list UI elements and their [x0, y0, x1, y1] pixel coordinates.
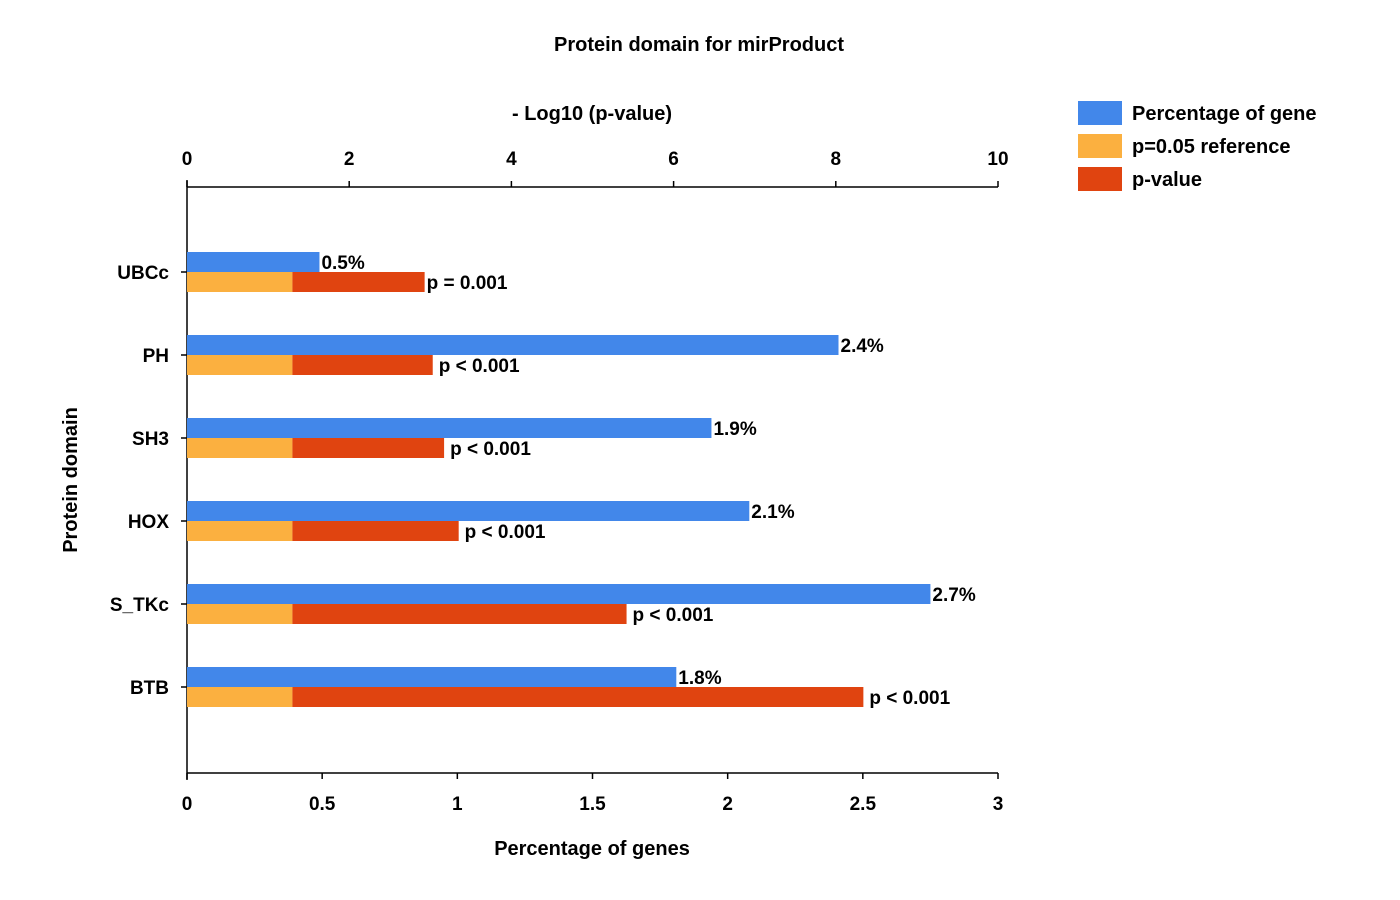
chart-title: Protein domain for mirProduct: [554, 34, 844, 56]
bottom-tick-label: 0.5: [309, 794, 336, 815]
bottom-tick-label: 3: [993, 794, 1004, 815]
bar-pvalue-s_tkc: [292, 604, 627, 624]
data-label-percentage: 1.8%: [678, 668, 721, 689]
bar-pvalue-ubcc: [292, 272, 425, 292]
data-label-percentage: 1.9%: [713, 419, 756, 440]
bottom-tick-label: 2: [722, 794, 733, 815]
bar-reference-s_tkc: [187, 604, 293, 624]
data-label-percentage: 2.4%: [841, 336, 884, 357]
legend-label: p=0.05 reference: [1132, 136, 1290, 158]
category-labels: UBCc PH SH3 HOX S_TKc BTB: [110, 263, 187, 699]
bar-pvalue-sh3: [292, 438, 445, 458]
bar-reference-hox: [187, 521, 293, 541]
y-axis-label: Protein domain: [60, 407, 82, 553]
bottom-tick-label: 1.5: [579, 794, 606, 815]
top-tick-label: 0: [182, 149, 193, 170]
data-label-pvalue: p < 0.001: [633, 605, 714, 626]
data-label-percentage: 2.1%: [751, 502, 794, 523]
legend: Percentage of gene p=0.05 reference p-valu…: [1078, 101, 1317, 191]
legend-label: p-value: [1132, 169, 1202, 191]
legend-swatch: [1078, 101, 1122, 125]
bar-pvalue-btb: [292, 687, 864, 707]
category-label: UBCc: [117, 263, 169, 284]
bottom-axis-ticks: 0 0.5 1 1.5 2 2.5 3: [182, 773, 1004, 815]
top-tick-label: 8: [831, 149, 842, 170]
bar-percentage-btb: [187, 667, 677, 687]
bar-percentage-s_tkc: [187, 584, 931, 604]
bottom-tick-label: 0: [182, 794, 193, 815]
legend-swatch: [1078, 167, 1122, 191]
legend-label: Percentage of gene: [1132, 103, 1317, 125]
bar-percentage-ubcc: [187, 252, 320, 272]
legend-swatch: [1078, 134, 1122, 158]
bar-pvalue-ph: [292, 355, 433, 375]
bar-percentage-hox: [187, 501, 750, 521]
data-label-pvalue: p = 0.001: [427, 273, 508, 294]
bars: [187, 252, 931, 707]
bar-percentage-sh3: [187, 418, 712, 438]
top-axis-label: - Log10 (p-value): [512, 103, 672, 125]
bar-reference-ph: [187, 355, 293, 375]
bar-reference-ubcc: [187, 272, 293, 292]
data-label-pvalue: p < 0.001: [465, 522, 546, 543]
top-tick-label: 10: [987, 149, 1008, 170]
top-tick-label: 6: [668, 149, 679, 170]
category-label: HOX: [128, 512, 170, 533]
bottom-tick-label: 1: [452, 794, 463, 815]
data-label-percentage: 0.5%: [321, 253, 364, 274]
category-label: SH3: [132, 429, 169, 450]
category-label: PH: [143, 346, 169, 367]
bar-percentage-ph: [187, 335, 839, 355]
bottom-axis-label: Percentage of genes: [494, 838, 690, 860]
category-label: S_TKc: [110, 595, 170, 616]
top-tick-label: 4: [506, 149, 517, 170]
top-axis-ticks: 0 2 4 6 8 10: [182, 149, 1009, 187]
data-labels: 0.5% p = 0.001 2.4% p < 0.001 1.9% p < 0.001 2…: [321, 253, 975, 709]
data-label-percentage: 2.7%: [932, 585, 975, 606]
data-label-pvalue: p < 0.001: [869, 688, 950, 709]
bottom-tick-label: 2.5: [850, 794, 877, 815]
bar-pvalue-hox: [292, 521, 459, 541]
top-tick-label: 2: [344, 149, 355, 170]
bar-reference-sh3: [187, 438, 293, 458]
bar-reference-btb: [187, 687, 293, 707]
category-label: BTB: [130, 678, 169, 699]
data-label-pvalue: p < 0.001: [450, 439, 531, 460]
data-label-pvalue: p < 0.001: [439, 356, 520, 377]
